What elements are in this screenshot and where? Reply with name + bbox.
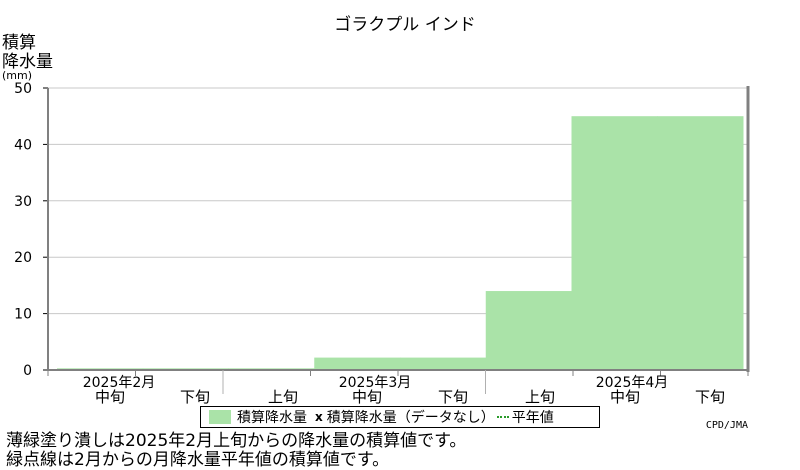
legend-label-normal: 平年値 <box>511 410 554 426</box>
credit: CPD/JMA <box>705 420 748 431</box>
y-axis-label-line-1: 積算 <box>2 33 36 53</box>
y-tick-label-0: 0 <box>23 363 32 379</box>
x-dekad-label-3: 中旬 <box>352 388 382 406</box>
legend-swatch-bar <box>209 410 231 424</box>
note-line-2: 緑点線は2月からの月降水量平年値の積算値です。 <box>6 450 390 470</box>
legend-marker-x: x <box>315 410 323 424</box>
bar-6 <box>571 116 658 370</box>
y-tick-label-1: 10 <box>14 307 32 323</box>
y-tick-label-2: 20 <box>14 250 32 266</box>
bar-4 <box>400 357 487 370</box>
bar-3 <box>314 357 401 370</box>
bar-7 <box>657 116 744 370</box>
bar-5 <box>485 291 572 370</box>
plot-area: 0 10 20 30 40 50 中旬 下旬 上旬 中旬 下旬 上旬 中旬 下旬 2025年2月 2025年3… <box>14 81 750 406</box>
x-month-label-0: 2025年2月 <box>83 375 156 391</box>
note-line-1: 薄緑塗り潰しは2025年2月上旬からの降水量の積算値です。 <box>6 431 467 451</box>
legend: 積算降水量 x 積算降水量（データなし） 平年値 <box>200 406 600 428</box>
x-dekad-label-4: 下旬 <box>438 388 468 406</box>
legend-label-nodata: 積算降水量（データなし） <box>326 410 495 426</box>
y-tick-label-3: 30 <box>14 194 32 210</box>
x-dekad-label-7: 下旬 <box>695 388 725 406</box>
x-month-label-1: 2025年3月 <box>339 375 412 391</box>
x-dekad-label-0: 中旬 <box>95 388 125 406</box>
x-month-label-2: 2025年4月 <box>596 375 669 391</box>
y-tick-label-4: 40 <box>14 137 32 153</box>
y-axis-label-unit: (mm) <box>2 69 32 82</box>
x-dekad-label-6: 中旬 <box>610 388 640 406</box>
x-dekad-label-1: 下旬 <box>180 388 210 406</box>
x-dekad-label-5: 上旬 <box>525 388 555 406</box>
legend-label-bar: 積算降水量 <box>237 410 307 426</box>
legend-dotted-line-icon <box>496 416 509 418</box>
y-tick-label-5: 50 <box>14 81 32 97</box>
chart-title: ゴラクプル インド <box>334 14 475 35</box>
y-axis-label-line-2: 降水量 <box>2 52 53 72</box>
x-dekad-label-2: 上旬 <box>268 388 298 406</box>
